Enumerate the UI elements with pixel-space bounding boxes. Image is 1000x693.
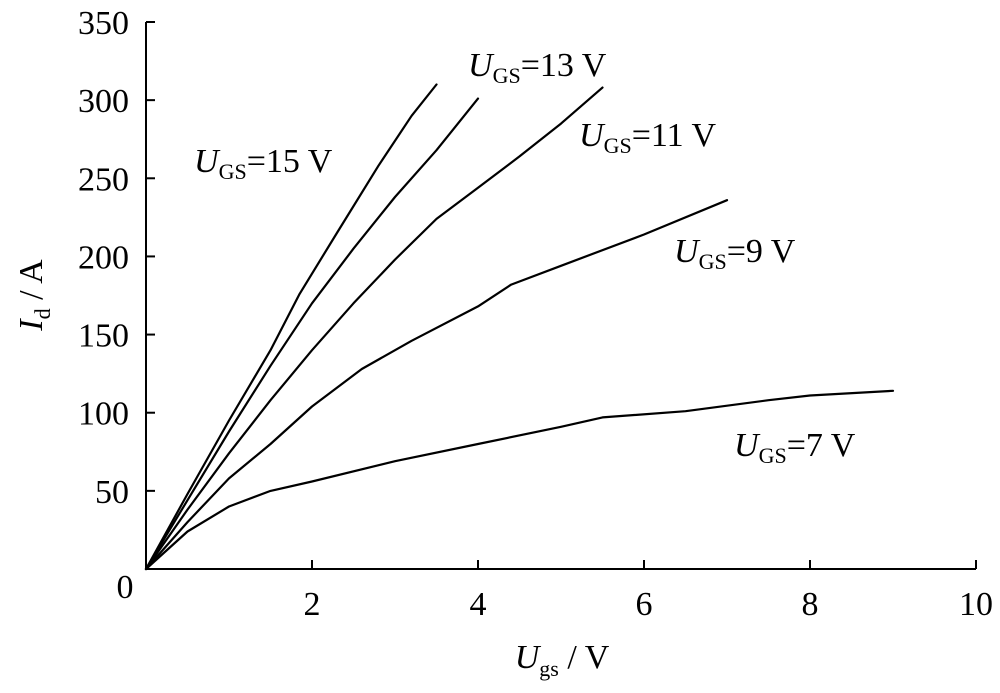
y-tick-label: 200 [78,239,129,276]
series-label-ugs-9v: UGS=9 V [674,233,796,274]
series-label-ugs-15v: UGS=15 V [194,143,333,184]
series-label-ugs-7v: UGS=7 V [734,427,856,468]
series-line-ugs-11v [144,86,604,571]
series-line-ugs-13v [144,97,480,571]
origin-label: 0 [117,569,134,606]
y-tick-label: 50 [95,474,129,511]
series-label-ugs-11v: UGS=11 V [579,117,716,158]
series-line-ugs-9v [144,199,729,571]
x-tick-label: 8 [802,586,819,623]
x-tick-label: 10 [959,586,993,623]
series-lines [144,83,895,571]
y-tick-label: 300 [78,83,129,120]
series-line-ugs-7v [144,389,895,571]
y-axis-label: Id / A [13,259,55,332]
x-tick-label: 4 [470,586,487,623]
series-line-ugs-15v [144,83,438,571]
y-tick-label: 150 [78,318,129,355]
y-tick-label: 350 [78,5,129,42]
series-label-ugs-13v: UGS=13 V [468,47,607,88]
x-tick-label: 2 [304,586,321,623]
y-axis-ticks: 50 100 150 200 250 300 350 [78,5,155,511]
x-axis-label: Ugs / V [515,639,610,681]
y-tick-label: 250 [78,161,129,198]
y-tick-label: 100 [78,396,129,433]
x-tick-label: 6 [636,586,653,623]
x-axis-ticks: 2 4 6 8 10 [304,560,993,623]
